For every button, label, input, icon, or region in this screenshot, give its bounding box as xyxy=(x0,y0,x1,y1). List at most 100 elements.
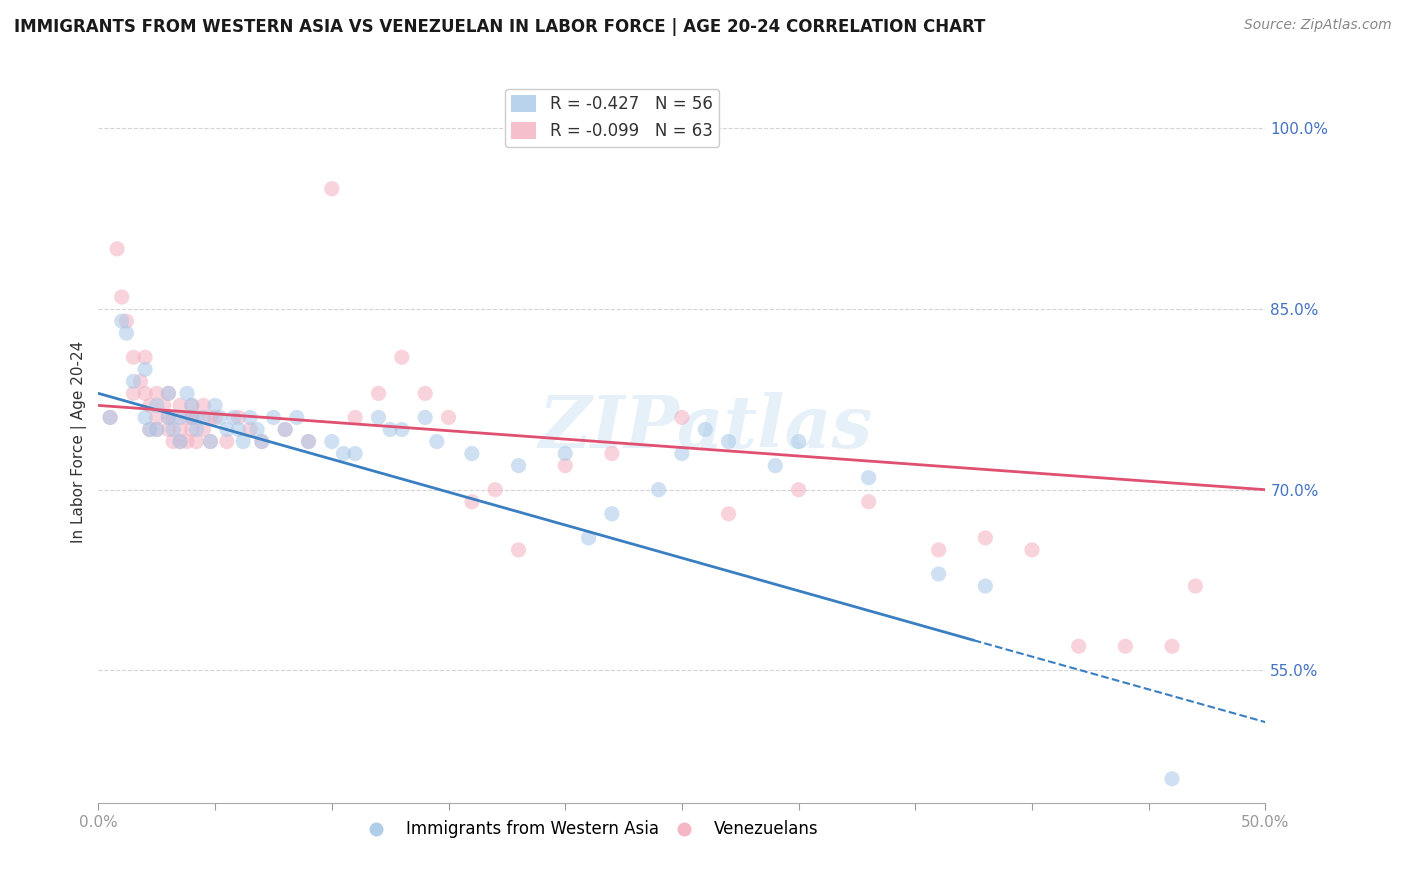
Point xyxy=(208,410,231,425)
Point xyxy=(554,458,576,473)
Point xyxy=(1114,640,1136,654)
Point xyxy=(413,410,436,425)
Point xyxy=(186,423,208,437)
Point xyxy=(928,567,950,582)
Point xyxy=(1021,542,1043,557)
Point xyxy=(858,495,880,509)
Point xyxy=(332,447,354,461)
Point xyxy=(200,434,222,449)
Point xyxy=(157,410,180,425)
Point xyxy=(169,410,191,425)
Point xyxy=(98,410,121,425)
Point xyxy=(193,398,215,412)
Point xyxy=(974,531,997,545)
Point xyxy=(200,410,222,425)
Point xyxy=(461,447,484,461)
Point xyxy=(413,386,436,401)
Point xyxy=(461,495,484,509)
Point xyxy=(169,423,191,437)
Point xyxy=(222,410,245,425)
Point xyxy=(180,423,202,437)
Point xyxy=(215,434,238,449)
Point xyxy=(285,410,308,425)
Point xyxy=(1161,772,1184,786)
Point xyxy=(239,423,262,437)
Point xyxy=(176,386,198,401)
Point xyxy=(787,434,810,449)
Point xyxy=(484,483,506,497)
Point xyxy=(1184,579,1206,593)
Point xyxy=(176,410,198,425)
Point xyxy=(228,423,250,437)
Point xyxy=(1067,640,1090,654)
Point xyxy=(274,423,297,437)
Point xyxy=(647,483,669,497)
Point xyxy=(391,350,413,364)
Point xyxy=(186,410,208,425)
Point xyxy=(250,434,273,449)
Point xyxy=(111,314,134,328)
Point xyxy=(232,434,254,449)
Point xyxy=(344,410,367,425)
Point xyxy=(391,423,413,437)
Point xyxy=(974,579,997,593)
Y-axis label: In Labor Force | Age 20-24: In Labor Force | Age 20-24 xyxy=(72,341,87,542)
Point xyxy=(437,410,460,425)
Text: IMMIGRANTS FROM WESTERN ASIA VS VENEZUELAN IN LABOR FORCE | AGE 20-24 CORRELATIO: IMMIGRANTS FROM WESTERN ASIA VS VENEZUEL… xyxy=(14,18,986,36)
Point xyxy=(426,434,449,449)
Point xyxy=(139,423,162,437)
Point xyxy=(858,471,880,485)
Point xyxy=(239,410,262,425)
Point xyxy=(321,182,343,196)
Point xyxy=(180,410,202,425)
Point xyxy=(122,386,145,401)
Point xyxy=(162,410,184,425)
Point xyxy=(186,434,208,449)
Point xyxy=(115,326,138,341)
Point xyxy=(115,314,138,328)
Point xyxy=(169,398,191,412)
Point xyxy=(146,386,169,401)
Point xyxy=(122,375,145,389)
Point xyxy=(928,542,950,557)
Point xyxy=(200,434,222,449)
Point xyxy=(215,423,238,437)
Point xyxy=(157,386,180,401)
Point xyxy=(193,423,215,437)
Point xyxy=(146,423,169,437)
Point xyxy=(204,398,226,412)
Point xyxy=(508,458,530,473)
Point xyxy=(717,434,740,449)
Point xyxy=(717,507,740,521)
Point xyxy=(105,242,128,256)
Point xyxy=(162,423,184,437)
Point xyxy=(157,423,180,437)
Point xyxy=(262,410,284,425)
Point xyxy=(204,410,226,425)
Point xyxy=(146,423,169,437)
Point xyxy=(169,434,191,449)
Point xyxy=(157,410,180,425)
Point xyxy=(162,434,184,449)
Point xyxy=(134,350,156,364)
Point xyxy=(321,434,343,449)
Point xyxy=(671,447,693,461)
Point xyxy=(111,290,134,304)
Point xyxy=(763,458,786,473)
Point xyxy=(157,386,180,401)
Point xyxy=(600,507,623,521)
Point xyxy=(134,362,156,376)
Point xyxy=(578,531,600,545)
Point xyxy=(246,423,269,437)
Point xyxy=(344,447,367,461)
Point xyxy=(180,410,202,425)
Text: Source: ZipAtlas.com: Source: ZipAtlas.com xyxy=(1244,18,1392,32)
Point xyxy=(554,447,576,461)
Point xyxy=(129,375,152,389)
Point xyxy=(146,410,169,425)
Point xyxy=(787,483,810,497)
Point xyxy=(122,350,145,364)
Text: ZIPatlas: ZIPatlas xyxy=(538,392,872,463)
Point xyxy=(169,434,191,449)
Point xyxy=(250,434,273,449)
